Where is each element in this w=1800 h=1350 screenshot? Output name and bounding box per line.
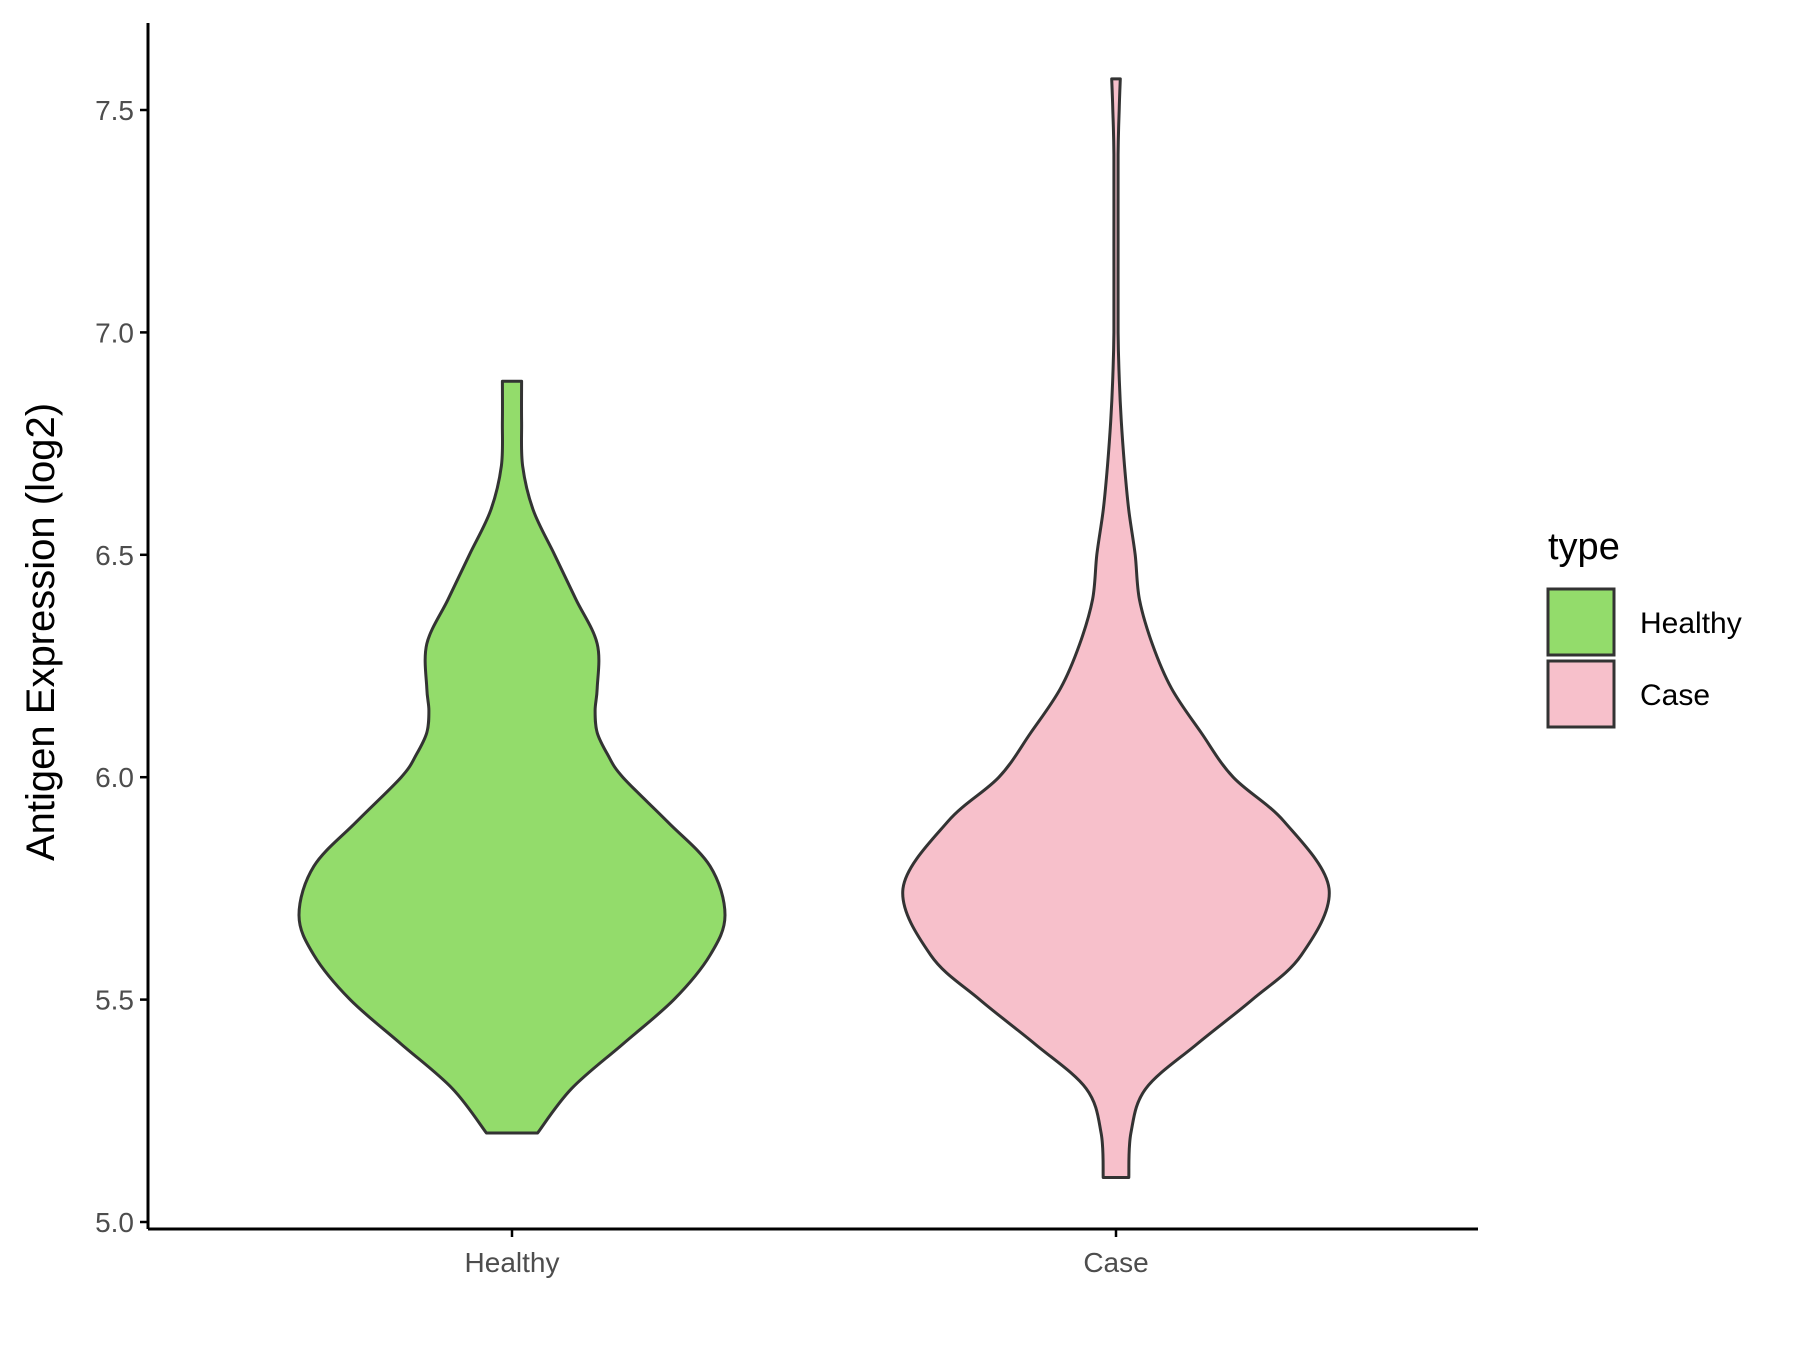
- violin-healthy: [297, 379, 727, 1135]
- x-axis-ticks: Healthy Case: [465, 1229, 1149, 1278]
- legend-swatch-healthy: [1546, 587, 1616, 657]
- y-tick-label: 5.0: [95, 1207, 134, 1238]
- y-axis-ticks: 5.0 5.5 6.0 6.5 7.0 7.5: [95, 95, 148, 1238]
- plot-area: [297, 77, 1331, 1179]
- legend-label-case: Case: [1640, 679, 1710, 712]
- legend-label-healthy: Healthy: [1640, 607, 1742, 640]
- x-tick-label: Case: [1083, 1247, 1148, 1278]
- y-axis-title: Antigen Expression (log2): [19, 403, 63, 861]
- y-tick-label: 6.0: [95, 762, 134, 793]
- legend: type Healthy Case: [1546, 526, 1742, 729]
- y-tick-label: 7.5: [95, 95, 134, 126]
- y-tick-label: 7.0: [95, 317, 134, 348]
- legend-title: type: [1548, 526, 1620, 568]
- x-tick-label: Healthy: [465, 1247, 560, 1278]
- legend-swatch-case: [1546, 659, 1616, 729]
- violin-case: [901, 77, 1331, 1179]
- y-tick-label: 6.5: [95, 540, 134, 571]
- y-tick-label: 5.5: [95, 985, 134, 1016]
